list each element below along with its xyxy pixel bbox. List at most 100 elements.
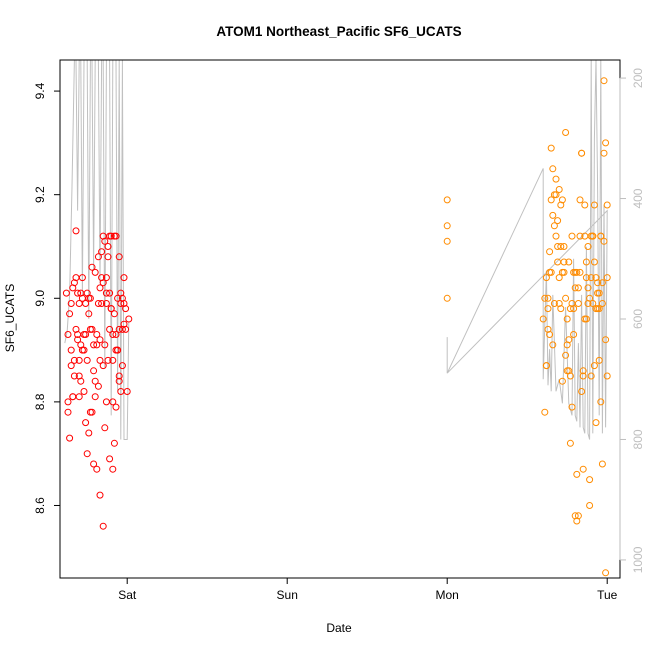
data-point xyxy=(576,232,584,240)
data-point xyxy=(544,294,552,302)
data-point xyxy=(589,232,597,240)
depth-line-2 xyxy=(446,59,608,440)
data-point xyxy=(595,289,603,297)
data-point xyxy=(112,331,120,338)
data-point xyxy=(570,331,578,338)
data-point xyxy=(115,377,123,385)
data-point xyxy=(549,165,557,173)
data-point xyxy=(603,274,611,282)
data-point xyxy=(600,237,608,245)
data-point xyxy=(115,325,123,333)
data-point xyxy=(549,211,557,219)
data-point xyxy=(96,284,104,292)
data-point xyxy=(578,388,586,395)
data-point xyxy=(104,253,112,261)
data-point xyxy=(80,346,88,354)
data-point xyxy=(594,305,602,313)
data-point xyxy=(109,465,117,473)
data-point xyxy=(64,331,72,338)
data-point xyxy=(66,310,74,318)
data-point xyxy=(90,460,98,468)
data-point xyxy=(546,331,554,338)
data-point xyxy=(109,331,117,338)
x-tick-label: Tue xyxy=(597,588,618,602)
right-tick-label: 400 xyxy=(631,188,645,208)
data-point xyxy=(555,186,563,193)
data-point xyxy=(590,362,598,370)
data-point xyxy=(600,149,608,157)
data-point xyxy=(579,367,587,375)
data-point xyxy=(120,274,128,282)
data-point xyxy=(125,315,133,323)
data-point xyxy=(568,403,576,411)
data-point xyxy=(82,331,90,338)
data-point xyxy=(118,362,126,370)
data-point xyxy=(549,341,557,349)
data-point xyxy=(82,419,90,427)
data-point xyxy=(106,289,114,297)
data-point xyxy=(117,289,125,297)
data-point xyxy=(98,248,106,256)
data-point xyxy=(571,284,579,292)
data-point xyxy=(565,258,573,266)
data-point xyxy=(597,398,605,406)
data-point xyxy=(96,336,104,344)
data-point xyxy=(552,232,560,240)
data-point xyxy=(554,258,562,266)
data-point xyxy=(590,201,598,209)
data-point xyxy=(88,263,96,271)
data-point xyxy=(579,372,587,380)
data-point xyxy=(547,196,555,204)
right-tick-label: 800 xyxy=(631,429,645,449)
data-point xyxy=(568,232,576,240)
data-point xyxy=(122,305,130,313)
data-point xyxy=(550,222,558,230)
data-point xyxy=(600,77,608,85)
data-point xyxy=(589,300,597,307)
x-tick-label: Mon xyxy=(436,588,459,602)
data-point xyxy=(547,144,555,152)
data-point xyxy=(558,377,566,385)
data-point xyxy=(587,372,595,380)
data-point xyxy=(90,341,98,349)
data-point xyxy=(602,139,610,147)
data-point xyxy=(578,149,586,157)
data-point xyxy=(83,356,91,364)
data-points xyxy=(62,77,611,577)
data-point xyxy=(67,300,75,307)
data-point xyxy=(123,388,131,395)
data-point xyxy=(94,382,102,390)
data-point xyxy=(584,243,592,250)
data-point xyxy=(602,336,610,344)
data-point xyxy=(552,191,560,199)
data-point xyxy=(106,325,114,333)
data-point xyxy=(590,258,598,266)
data-point xyxy=(70,372,78,380)
y-axis-label: SF6_UCATS xyxy=(3,284,17,352)
x-axis: Sat Sun Mon Tue xyxy=(118,577,618,602)
data-point xyxy=(96,356,104,364)
data-point xyxy=(566,439,574,447)
data-point xyxy=(443,222,451,230)
data-point xyxy=(552,175,560,183)
data-point xyxy=(574,284,582,292)
data-point xyxy=(544,305,552,313)
data-point xyxy=(560,243,568,250)
data-point xyxy=(584,284,592,292)
data-point xyxy=(67,362,75,370)
data-point xyxy=(99,522,107,530)
plot-frame xyxy=(59,59,621,579)
data-point xyxy=(586,502,594,509)
data-point xyxy=(547,268,555,276)
data-point xyxy=(91,377,99,385)
data-point xyxy=(570,305,578,313)
data-point xyxy=(443,196,451,204)
data-point xyxy=(114,346,122,354)
data-point xyxy=(96,491,104,499)
data-point xyxy=(64,408,72,416)
data-point xyxy=(581,201,589,209)
y-axis: 8.6 8.8 9.0 9.2 9.4 xyxy=(33,82,61,514)
data-point xyxy=(107,305,115,313)
data-point xyxy=(557,305,565,313)
